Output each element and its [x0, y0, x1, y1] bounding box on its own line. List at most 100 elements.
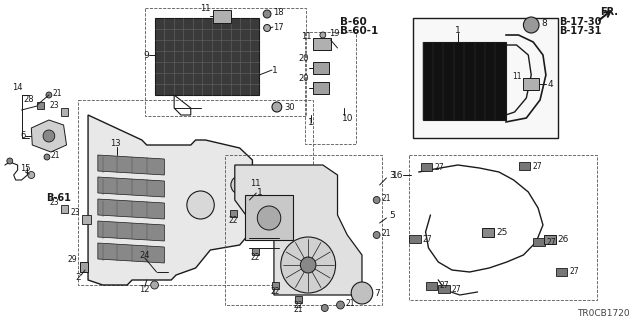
Text: 21: 21 — [381, 194, 391, 203]
Text: 21: 21 — [381, 228, 391, 237]
Bar — [313, 62, 329, 74]
Bar — [556, 268, 568, 276]
Text: B-61: B-61 — [46, 193, 71, 203]
Circle shape — [281, 237, 335, 293]
Polygon shape — [155, 18, 259, 95]
Text: 6: 6 — [20, 131, 26, 140]
Text: 17: 17 — [273, 22, 284, 31]
Text: 23: 23 — [49, 100, 59, 109]
Circle shape — [7, 158, 13, 164]
Polygon shape — [88, 115, 252, 285]
Polygon shape — [98, 221, 164, 241]
Polygon shape — [98, 243, 164, 263]
Text: 22: 22 — [251, 253, 260, 262]
Text: TR0CB1720: TR0CB1720 — [577, 309, 630, 318]
Text: 3: 3 — [389, 171, 395, 180]
Circle shape — [524, 17, 539, 33]
Text: 26: 26 — [557, 235, 569, 244]
Bar — [409, 155, 596, 300]
Text: 18: 18 — [273, 7, 284, 17]
Text: 27: 27 — [422, 235, 432, 244]
Text: 21: 21 — [53, 89, 62, 98]
Text: 13: 13 — [111, 139, 121, 148]
Bar — [80, 262, 88, 272]
Bar — [483, 228, 494, 237]
Text: 24: 24 — [139, 251, 150, 260]
Text: B-60-1: B-60-1 — [340, 26, 379, 36]
Circle shape — [257, 206, 281, 230]
Text: 4: 4 — [548, 79, 554, 89]
Text: 27: 27 — [439, 282, 449, 291]
Bar — [272, 282, 279, 289]
Text: 2: 2 — [76, 273, 81, 282]
Text: 15: 15 — [20, 164, 31, 172]
Text: 11: 11 — [200, 4, 211, 12]
Text: 25: 25 — [496, 228, 508, 236]
Circle shape — [320, 32, 326, 38]
Bar — [413, 18, 557, 138]
Text: 19: 19 — [329, 28, 339, 37]
Circle shape — [337, 301, 344, 309]
Circle shape — [231, 176, 248, 194]
Text: 5: 5 — [389, 211, 395, 220]
Text: 12: 12 — [140, 285, 150, 294]
Text: 21: 21 — [294, 306, 303, 315]
Text: 27: 27 — [547, 237, 557, 246]
Text: 29: 29 — [68, 255, 77, 265]
Text: 27: 27 — [570, 268, 579, 276]
Bar — [420, 163, 433, 171]
Circle shape — [373, 196, 380, 204]
Bar — [313, 38, 331, 50]
Circle shape — [263, 10, 271, 18]
Text: 21: 21 — [346, 299, 355, 308]
Circle shape — [44, 154, 50, 160]
Bar — [252, 248, 259, 255]
Text: 23: 23 — [49, 197, 59, 206]
Bar — [61, 108, 68, 116]
Text: 14: 14 — [12, 83, 23, 92]
Text: B-17-31: B-17-31 — [559, 26, 602, 36]
Bar — [61, 205, 68, 213]
Polygon shape — [98, 199, 164, 219]
Circle shape — [321, 305, 328, 311]
Text: 27: 27 — [435, 163, 444, 172]
Text: B-17-30: B-17-30 — [559, 17, 602, 27]
Text: FR.: FR. — [600, 7, 618, 17]
Bar — [438, 285, 450, 293]
Bar — [78, 100, 313, 285]
Circle shape — [300, 257, 316, 273]
Text: 9: 9 — [143, 51, 148, 60]
Bar — [213, 10, 231, 23]
Bar — [518, 162, 531, 170]
Text: 22: 22 — [270, 287, 280, 297]
Bar — [533, 238, 545, 246]
Circle shape — [373, 231, 380, 238]
Bar — [305, 32, 356, 144]
Bar — [82, 215, 91, 224]
Text: 11: 11 — [301, 31, 311, 41]
Polygon shape — [98, 177, 164, 197]
Bar — [225, 155, 381, 305]
Bar — [422, 42, 506, 120]
Bar — [244, 195, 294, 240]
Text: 22: 22 — [228, 215, 237, 225]
Polygon shape — [31, 120, 67, 152]
Text: B-60: B-60 — [340, 17, 367, 27]
Text: 22: 22 — [294, 300, 303, 309]
Circle shape — [351, 282, 372, 304]
Text: 23: 23 — [70, 207, 80, 217]
Bar — [313, 82, 329, 94]
Text: 1: 1 — [257, 188, 263, 196]
Polygon shape — [235, 165, 362, 295]
Text: 10: 10 — [342, 114, 354, 123]
Text: 20: 20 — [299, 53, 309, 62]
Circle shape — [264, 25, 271, 31]
Text: 20: 20 — [299, 74, 309, 83]
Bar — [230, 210, 237, 217]
Text: 7: 7 — [374, 289, 380, 298]
Text: 1: 1 — [308, 117, 314, 126]
Text: 8: 8 — [541, 19, 547, 28]
Bar — [426, 282, 437, 290]
Text: 28: 28 — [24, 94, 35, 103]
Bar — [544, 235, 556, 244]
